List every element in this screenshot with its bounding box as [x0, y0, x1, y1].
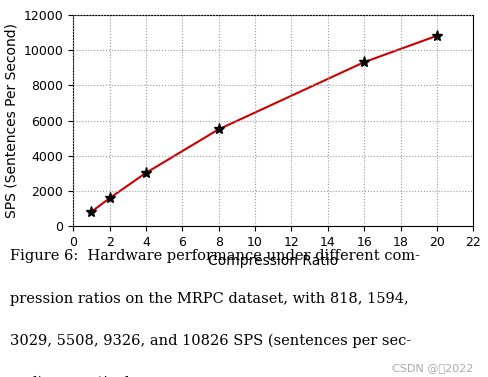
X-axis label: Compression Ratio: Compression Ratio	[208, 254, 338, 268]
Y-axis label: SPS (Sentences Per Second): SPS (Sentences Per Second)	[4, 23, 18, 218]
Text: ond) respectively.: ond) respectively.	[10, 375, 140, 377]
Text: CSDN @溅2022: CSDN @溅2022	[392, 363, 473, 373]
Text: 3029, 5508, 9326, and 10826 SPS (sentences per sec-: 3029, 5508, 9326, and 10826 SPS (sentenc…	[10, 334, 411, 348]
Text: Figure 6:  Hardware performance under different com-: Figure 6: Hardware performance under dif…	[10, 249, 420, 263]
Text: pression ratios on the MRPC dataset, with 818, 1594,: pression ratios on the MRPC dataset, wit…	[10, 292, 408, 306]
